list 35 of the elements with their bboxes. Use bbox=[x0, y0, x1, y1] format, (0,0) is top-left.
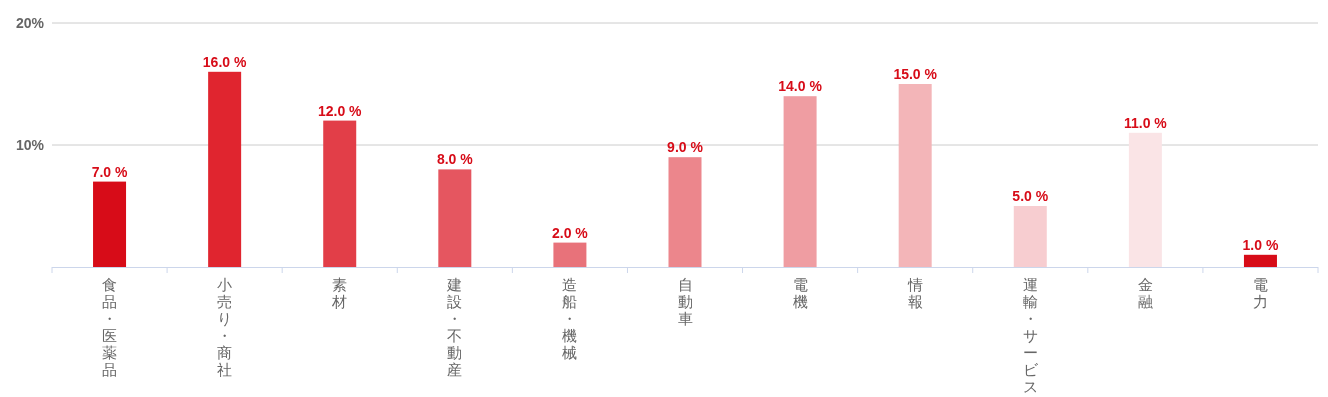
bar bbox=[668, 157, 702, 267]
x-tick-label: 造船・機械 bbox=[562, 276, 578, 361]
data-label: 1.0 % bbox=[1242, 236, 1279, 253]
bar bbox=[898, 84, 932, 267]
x-tick-label: 金融 bbox=[1137, 276, 1153, 310]
bar bbox=[93, 181, 127, 267]
x-tick-label: 電機 bbox=[792, 276, 808, 310]
bar bbox=[323, 120, 357, 267]
data-label: 12.0 % bbox=[317, 102, 363, 119]
bar bbox=[553, 242, 587, 267]
x-tick-label: 素材 bbox=[331, 276, 348, 310]
y-tick-label: 10% bbox=[15, 137, 45, 153]
bar bbox=[1243, 254, 1277, 267]
data-label: 14.0 % bbox=[778, 78, 823, 95]
x-tick-label: 建設・不動産 bbox=[446, 276, 463, 378]
data-label: 9.0 % bbox=[667, 139, 704, 156]
bar bbox=[1128, 132, 1162, 267]
data-label: 5.0 % bbox=[1012, 188, 1049, 204]
data-label: 16.0 % bbox=[202, 53, 247, 70]
x-tick-label: 自動車 bbox=[677, 276, 693, 327]
bar bbox=[1013, 206, 1047, 267]
data-label: 2.0 % bbox=[552, 224, 589, 241]
x-tick-label: 小売り・商社 bbox=[217, 276, 233, 378]
data-label: 15.0 % bbox=[893, 66, 938, 82]
x-tick-label: 情報 bbox=[906, 276, 923, 310]
x-tick-label: 食品・医薬品 bbox=[102, 276, 118, 378]
data-label: 11.0 % bbox=[1123, 114, 1168, 131]
data-label: 8.0 % bbox=[436, 151, 474, 168]
bar bbox=[783, 96, 817, 267]
data-label: 7.0 % bbox=[91, 163, 128, 180]
bar bbox=[208, 71, 242, 267]
bar bbox=[438, 169, 472, 267]
y-tick-label: 20% bbox=[15, 15, 45, 31]
x-tick-label: 電力 bbox=[1252, 276, 1268, 310]
x-tick-label: 運輸・サービス bbox=[1022, 276, 1039, 395]
